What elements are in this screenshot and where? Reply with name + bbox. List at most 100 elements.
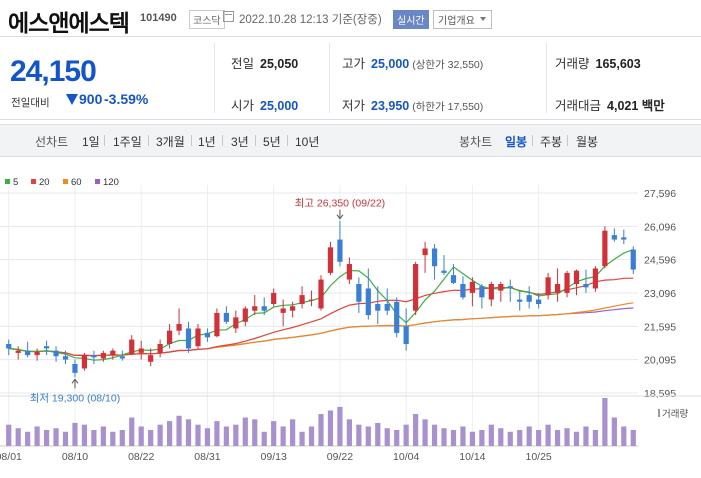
volume-bar xyxy=(422,419,428,446)
volume-bar xyxy=(630,430,636,446)
company-name: 에스앤에스텍 xyxy=(8,10,130,36)
volume-bar xyxy=(271,421,277,446)
candle-body xyxy=(545,277,551,296)
x-tick-label: 10/14 xyxy=(459,451,485,463)
candle-body xyxy=(91,355,97,358)
divider xyxy=(546,43,547,113)
volume-bar xyxy=(15,428,21,446)
candle-body xyxy=(290,306,296,311)
x-tick-label: 09/22 xyxy=(327,451,353,463)
y-tick-label: 20,095 xyxy=(644,355,676,367)
x-tick-label: 08/01 xyxy=(0,451,22,463)
candle-body xyxy=(413,264,419,311)
volume-bar xyxy=(110,431,116,446)
calendar-icon xyxy=(223,11,234,22)
tab-1year[interactable]: 1년 xyxy=(198,135,216,149)
tab-monthly[interactable]: 월봉 xyxy=(576,135,599,149)
volume-bar xyxy=(337,406,343,446)
volume-bar xyxy=(517,430,523,446)
stock-candlestick-chart[interactable]: 5 20 60 120 27,596 26,096 24,596 23,096 21,595 20… xyxy=(0,170,701,478)
volume-bar xyxy=(356,424,362,446)
legend-swatch xyxy=(5,179,10,184)
candle-body xyxy=(233,317,239,329)
prev-close-label: 전일 xyxy=(231,57,255,71)
volume-label: 거래량 xyxy=(662,408,688,420)
candle-body xyxy=(365,288,371,316)
volume: 거래량 165,603 xyxy=(555,53,641,72)
volume-bar xyxy=(611,417,617,446)
tab-3months[interactable]: 3개월 xyxy=(156,135,185,149)
trade-value-unit: 백만 xyxy=(641,99,665,113)
candle-body xyxy=(166,330,173,345)
tab-3years[interactable]: 3년 xyxy=(231,135,249,149)
candle-body xyxy=(25,350,31,356)
tab-weekly[interactable]: 주봉 xyxy=(540,135,563,149)
tab-1week[interactable]: 1주일 xyxy=(113,135,142,149)
candle-body xyxy=(630,249,636,270)
volume-bar xyxy=(43,430,50,446)
volume-bar xyxy=(100,426,106,446)
candle-body xyxy=(517,299,523,302)
candle-body xyxy=(564,272,570,293)
candle-body xyxy=(204,332,211,338)
candle-body xyxy=(469,281,476,293)
y-tick-label: 24,596 xyxy=(644,255,676,267)
stock-code: 101490 xyxy=(140,12,177,24)
candle-body xyxy=(214,312,220,337)
volume-bar xyxy=(91,430,97,446)
datetime-text: 2022.10.28 12:13 xyxy=(239,14,329,26)
candle-body xyxy=(43,346,50,349)
candle-body xyxy=(337,239,343,262)
candle-body xyxy=(280,308,286,313)
change-percent: -3.59% xyxy=(104,91,149,107)
tab-1day[interactable]: 1일 xyxy=(82,135,100,149)
low-label: 저가 xyxy=(342,99,366,113)
realtime-button[interactable]: 실시간 xyxy=(393,10,429,29)
company-overview-dropdown[interactable]: 기업개요 xyxy=(433,10,492,29)
prev-close: 전일 25,050 xyxy=(231,53,298,72)
legend-label: 60 xyxy=(71,177,82,188)
down-arrow-icon xyxy=(66,94,78,105)
candle-chart-label[interactable]: 봉차트 xyxy=(459,135,493,149)
volume-bar xyxy=(545,424,551,446)
volume-bar xyxy=(25,431,31,446)
volume-bar xyxy=(526,426,532,446)
x-tick-label: 08/31 xyxy=(194,451,220,463)
legend-label: 120 xyxy=(103,177,119,188)
volume-bar xyxy=(233,424,239,446)
chart-period-tabs: 선차트 1일 1주일 3개월 1년 3년 5년 10년 봉차트 일봉 주봉 월봉 xyxy=(0,124,701,157)
candle-body xyxy=(72,364,78,373)
candle-body xyxy=(479,286,485,298)
volume-bar xyxy=(394,430,400,446)
candle-body xyxy=(62,356,69,360)
tab-5years[interactable]: 5년 xyxy=(263,135,281,149)
candle-body xyxy=(621,237,627,240)
volume-bar xyxy=(384,428,390,446)
volume-bar xyxy=(157,424,163,446)
high-arrow-head xyxy=(336,214,344,220)
tab-10years[interactable]: 10년 xyxy=(295,135,320,149)
volume-bar xyxy=(204,428,211,446)
volume-bar xyxy=(214,421,220,446)
candle-body xyxy=(261,306,267,311)
candle-body xyxy=(356,284,362,302)
candle-body xyxy=(110,350,116,356)
trade-value-amount: 4,021 xyxy=(607,99,639,113)
candle-body xyxy=(138,348,144,353)
candle-body xyxy=(327,247,334,273)
volume-bar xyxy=(441,428,447,446)
high-label: 고가 xyxy=(342,57,366,71)
line-chart-label[interactable]: 선차트 xyxy=(35,135,69,149)
candle-body xyxy=(346,264,352,280)
volume-bar xyxy=(479,430,485,446)
x-tick-label: 10/25 xyxy=(526,451,552,463)
tab-daily[interactable]: 일봉 xyxy=(505,135,528,149)
candle-body xyxy=(441,270,447,273)
candle-body xyxy=(318,279,324,309)
low-price: 저가 23,950 (하한가 17,550) xyxy=(342,95,483,114)
volume-bar xyxy=(176,415,182,446)
candle-body xyxy=(119,356,125,359)
candle-body xyxy=(271,292,277,305)
volume-bar xyxy=(375,422,381,446)
volume-bar xyxy=(403,424,409,446)
